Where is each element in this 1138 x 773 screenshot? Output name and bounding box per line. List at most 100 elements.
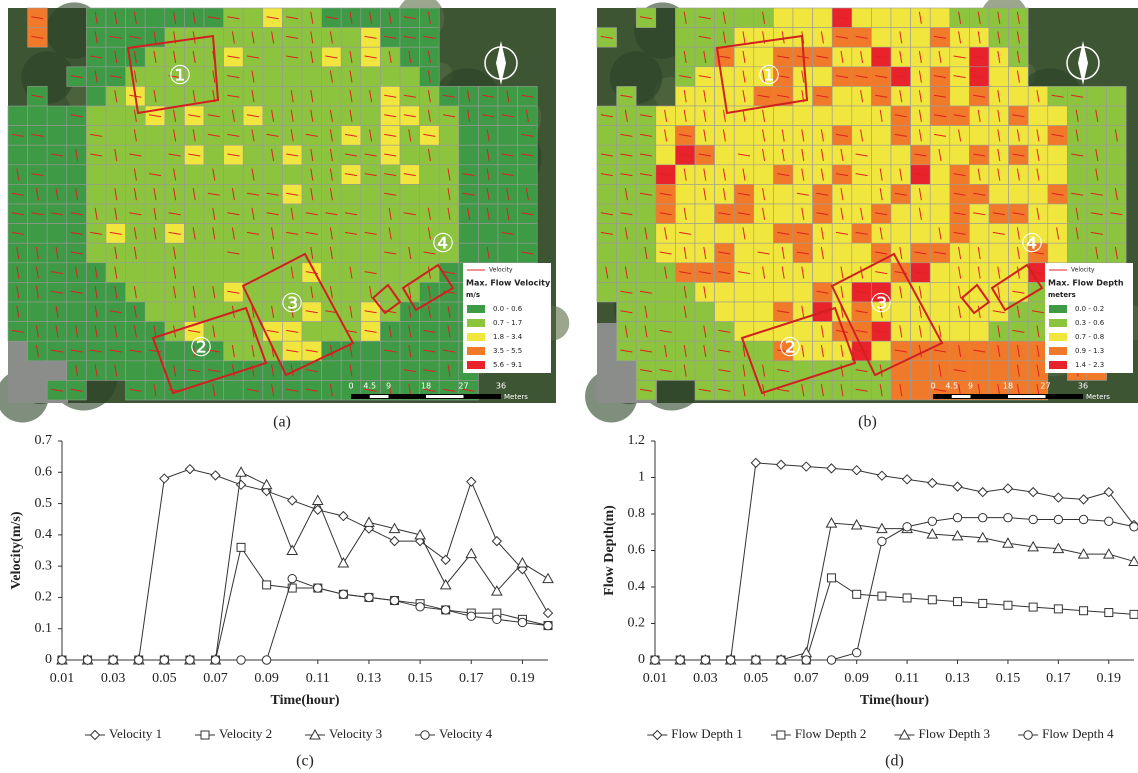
- data-point: [338, 589, 349, 599]
- flow-arrow: [227, 55, 240, 59]
- scale-bar-segment: [951, 395, 971, 398]
- grid-cell: [86, 86, 107, 107]
- x-tick-label: 0.17: [459, 671, 484, 686]
- flow-arrow: [1036, 90, 1040, 103]
- grid-cell: [812, 66, 833, 87]
- flow-arrow: [442, 94, 456, 98]
- grid-cell: [517, 223, 538, 244]
- flow-arrow: [227, 75, 240, 79]
- flow-arrow: [31, 35, 44, 39]
- flow-arrow: [55, 325, 59, 338]
- grid-cell: [223, 262, 244, 283]
- flow-arrow: [997, 286, 1001, 299]
- flow-arrow: [835, 329, 849, 333]
- legend-label: Flow Depth 4: [1042, 726, 1114, 741]
- flow-arrow: [801, 266, 805, 279]
- flow-arrow: [231, 188, 235, 201]
- flow-arrow: [246, 114, 260, 118]
- flow-arrow: [212, 207, 216, 220]
- flow-arrow: [762, 188, 766, 201]
- flow-arrow: [644, 305, 648, 318]
- data-point: [210, 655, 221, 665]
- flow-arrow: [427, 11, 431, 24]
- flow-arrow: [325, 55, 338, 59]
- flow-arrow: [364, 173, 377, 177]
- flow-arrow: [408, 325, 412, 338]
- data-point: [1002, 537, 1014, 548]
- data-point: [978, 512, 988, 523]
- flow-arrow: [718, 329, 731, 333]
- x-tick-label: 0.13: [357, 671, 382, 686]
- data-point: [159, 473, 170, 484]
- flow-arrow: [207, 16, 220, 20]
- legend-marker: [89, 729, 101, 741]
- flow-arrow: [192, 227, 196, 240]
- grid-cell: [144, 282, 166, 303]
- flow-arrow: [408, 129, 412, 142]
- grid-cell: [46, 105, 68, 126]
- flow-arrow: [369, 286, 373, 299]
- zone-outline: [715, 34, 809, 115]
- flow-arrow: [310, 11, 314, 24]
- grid-cell: [321, 262, 342, 283]
- flow-arrow: [762, 266, 766, 279]
- flow-arrow: [762, 364, 766, 377]
- flow-arrow: [624, 266, 628, 279]
- flow-arrow: [364, 388, 377, 392]
- flow-arrow: [1075, 129, 1079, 142]
- flow-arrow: [820, 168, 824, 181]
- grid-cell: [1067, 164, 1088, 185]
- flow-arrow: [364, 231, 377, 235]
- grid-cell: [1106, 164, 1127, 185]
- flow-arrow: [855, 388, 868, 392]
- legend-swatch: [467, 333, 485, 341]
- flow-arrow: [958, 305, 962, 318]
- flow-arrow: [310, 109, 314, 122]
- flow-arrow: [933, 251, 947, 255]
- compass-needle: [496, 41, 506, 85]
- grid-cell: [144, 301, 166, 322]
- flow-arrow: [1016, 129, 1020, 142]
- flow-arrow: [820, 129, 824, 142]
- grid-cell: [596, 125, 617, 146]
- flow-arrow: [227, 94, 240, 98]
- flow-arrow: [70, 212, 83, 216]
- grid-cell: [733, 242, 755, 264]
- flow-arrow: [133, 11, 137, 24]
- flow-arrow: [384, 173, 397, 177]
- x-tick-label: 0.07: [794, 671, 819, 686]
- flow-arrow: [620, 133, 633, 137]
- flow-arrow: [521, 133, 534, 137]
- flow-arrow: [442, 388, 456, 392]
- flow-arrow: [344, 133, 358, 137]
- data-point: [650, 655, 660, 665]
- data-point: [134, 655, 144, 665]
- zone-label: ③: [869, 289, 892, 318]
- data-point: [1028, 602, 1038, 612]
- flow-arrow: [329, 168, 333, 181]
- flow-arrow: [855, 329, 868, 333]
- flow-arrow: [506, 207, 510, 220]
- flow-arrow: [212, 325, 216, 338]
- flow-arrow: [286, 192, 299, 196]
- flow-arrow: [212, 227, 216, 240]
- grid-cell: [184, 262, 205, 283]
- flow-arrow: [90, 55, 103, 59]
- data-point: [1003, 600, 1013, 610]
- x-tick-label: 0.03: [101, 671, 126, 686]
- flow-arrow: [129, 153, 142, 157]
- grid-cell: [655, 301, 676, 322]
- flow-arrow: [973, 153, 986, 157]
- flow-arrow: [31, 173, 44, 177]
- flow-arrow: [997, 11, 1001, 24]
- flow-arrow: [114, 11, 118, 24]
- grid-cell: [380, 360, 401, 381]
- flow-arrow: [251, 168, 255, 181]
- flow-arrow: [600, 35, 613, 39]
- grid-cell: [46, 125, 68, 146]
- flow-arrow: [153, 90, 157, 103]
- flow-arrow: [664, 227, 668, 240]
- grid-cell: [282, 66, 303, 87]
- flow-arrow: [620, 212, 633, 216]
- flow-arrow: [997, 148, 1001, 162]
